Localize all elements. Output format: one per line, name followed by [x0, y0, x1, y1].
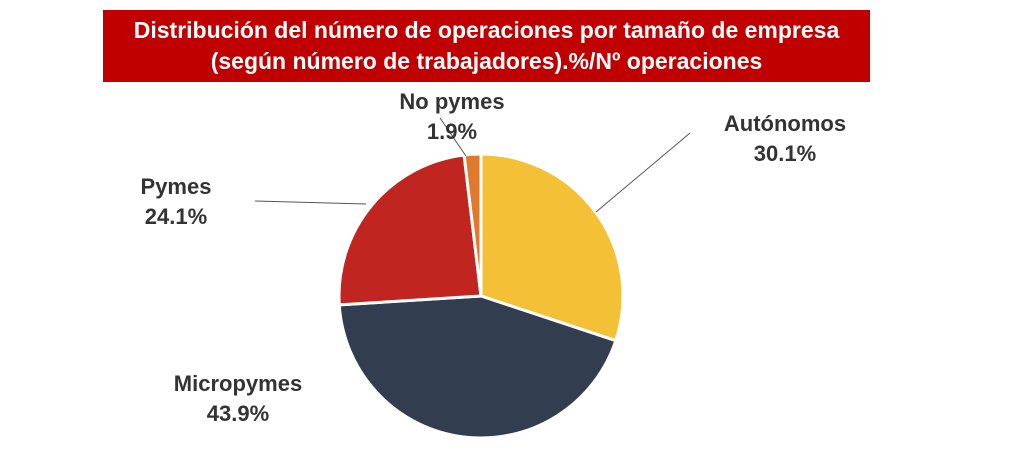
value-label: 24.1%: [145, 204, 207, 229]
value-label: 30.1%: [754, 141, 816, 166]
category-label: Micropymes: [174, 371, 302, 396]
leader-line: [595, 132, 691, 213]
value-label: 43.9%: [207, 401, 269, 426]
chart-title: Distribución del número de operaciones p…: [103, 10, 870, 82]
leader-line: [439, 117, 467, 157]
pie-slice: [462, 152, 483, 298]
leader-line: [254, 200, 367, 205]
category-label: Pymes: [141, 174, 212, 199]
pie-slice: [337, 294, 618, 440]
value-label: 1.9%: [427, 119, 477, 144]
category-label: No pymes: [399, 89, 504, 114]
pie-slice: [337, 153, 483, 307]
category-label: Autónomos: [724, 111, 846, 136]
pie-slice: [479, 152, 625, 343]
